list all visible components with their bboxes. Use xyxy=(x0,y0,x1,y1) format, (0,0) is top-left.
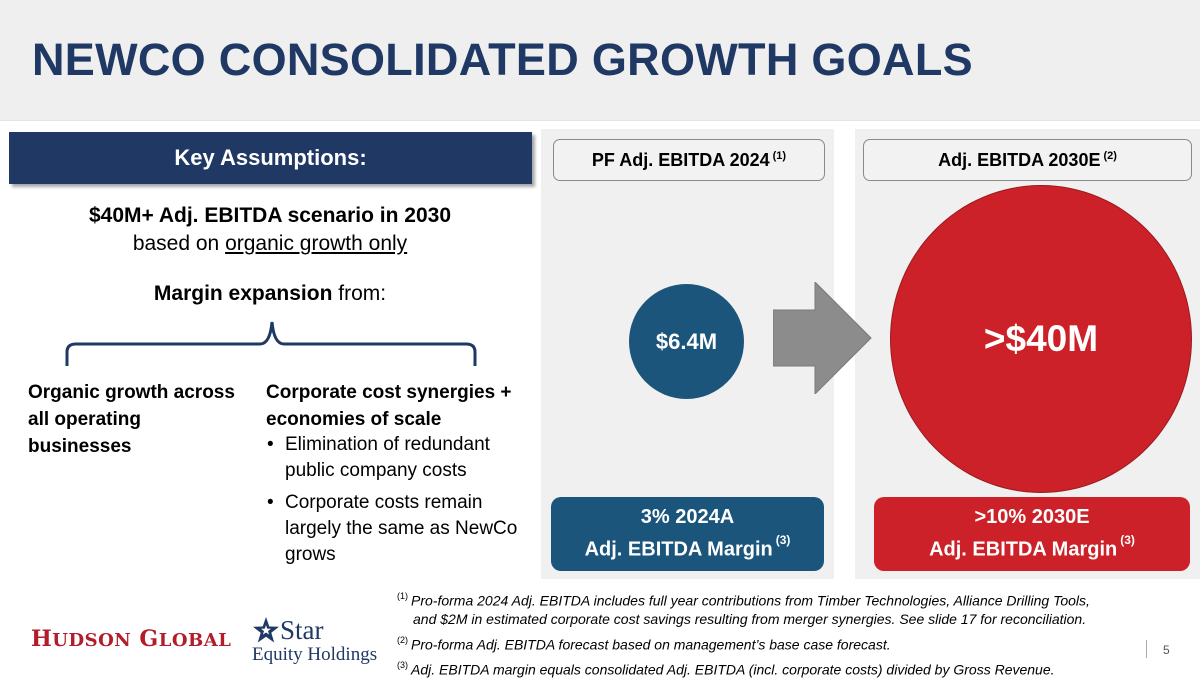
global-rest: LOBAL xyxy=(158,630,232,651)
bullet-icon: • xyxy=(267,434,274,455)
ebitda-2024-header: PF Adj. EBITDA 2024 (1) xyxy=(553,139,825,181)
right-arrow-icon xyxy=(773,282,872,394)
footnote-text: Adj. EBITDA margin equals consolidated A… xyxy=(411,661,1055,678)
equity-holdings-wordmark: Equity Holdings xyxy=(252,644,378,665)
ebitda-2030-circle: >$40M xyxy=(890,185,1192,493)
margin-2024-line2-wrap: Adj. EBITDA Margin (3) xyxy=(585,531,791,564)
ebitda-2024-header-label: PF Adj. EBITDA 2024 xyxy=(591,149,770,170)
ebitda-2030-header: Adj. EBITDA 2030E (2) xyxy=(863,139,1192,181)
scenario-basis-underlined: organic growth only xyxy=(225,232,408,255)
footnotes: (1) Pro-forma 2024 Adj. EBITDA includes f… xyxy=(397,588,1167,683)
scenario-headline: $40M+ Adj. EBITDA scenario in 2030 xyxy=(89,204,451,227)
star-wordmark: Star xyxy=(280,615,324,645)
hudson-initial: H xyxy=(31,626,53,652)
synergy-bullet-list: • Elimination of redundant public company… xyxy=(266,432,526,574)
margin-2024-line1: 3% 2024A xyxy=(640,506,735,529)
title-band: NEWCO CONSOLIDATED GROWTH GOALS xyxy=(0,0,1200,121)
margin-expansion-rest: from: xyxy=(332,282,387,305)
bullet-icon: • xyxy=(267,492,274,513)
ebitda-2030-value: >$40M xyxy=(983,318,1099,359)
margin-2030-box: >10% 2030E Adj. EBITDA Margin (3) xyxy=(874,497,1190,571)
margin-expansion-bold: Margin expansion xyxy=(153,282,333,305)
scenario-basis-prefix: based on xyxy=(132,232,226,255)
list-item: • Elimination of redundant public company… xyxy=(266,432,526,484)
margin-2030-line2: Adj. EBITDA Margin xyxy=(929,538,1118,561)
margin-2024-line2: Adj. EBITDA Margin xyxy=(584,538,773,561)
footnote-2: (2) Pro-forma Adj. EBITDA forecast based … xyxy=(397,632,1167,654)
scenario-basis: based on organic growth only xyxy=(0,232,540,256)
key-assumptions-header: Key Assumptions: xyxy=(9,132,532,184)
footnote-text: Pro-forma Adj. EBITDA forecast based on … xyxy=(411,636,891,653)
footnote-1: (1) Pro-forma 2024 Adj. EBITDA includes f… xyxy=(397,588,1167,628)
bullet-text: Corporate costs remain largely the same … xyxy=(285,492,518,565)
ebitda-2024-circle: $6.4M xyxy=(629,284,744,399)
footnote-marker: (3) xyxy=(397,660,408,671)
page-number: 5 xyxy=(1163,643,1170,657)
margin-2024-box: 3% 2024A Adj. EBITDA Margin (3) xyxy=(551,497,824,571)
margin-2030-line2-wrap: Adj. EBITDA Margin (3) xyxy=(929,531,1135,564)
ebitda-2024-value: $6.4M xyxy=(655,328,718,354)
global-initial: G xyxy=(139,626,159,652)
footnote-ref: (3) xyxy=(1120,533,1135,548)
footnote-ref: (1) xyxy=(772,150,787,162)
corporate-synergies-heading: Corporate cost synergies + economies of … xyxy=(266,382,512,430)
footnote-continuation: and $2M in estimated corporate cost savi… xyxy=(413,610,1087,627)
margin-2030-line1: >10% 2030E xyxy=(974,506,1090,529)
bullet-text: Elimination of redundant public company … xyxy=(285,434,490,481)
key-assumptions-label: Key Assumptions: xyxy=(174,145,367,170)
footnote-marker: (1) xyxy=(397,591,408,601)
page-divider xyxy=(1146,640,1147,658)
page-title: NEWCO CONSOLIDATED GROWTH GOALS xyxy=(32,34,973,85)
organic-growth-heading: Organic growth across all operating busi… xyxy=(28,382,235,457)
hudson-rest: UDSON xyxy=(52,630,132,651)
star-equity-holdings-logo: Star Equity Holdings xyxy=(252,615,392,665)
star-icon xyxy=(253,617,279,643)
footnote-ref: (2) xyxy=(1103,150,1117,162)
footnote-marker: (2) xyxy=(397,634,408,645)
curly-brace-icon xyxy=(65,321,477,366)
footnote-text: Pro-forma 2024 Adj. EBITDA includes full… xyxy=(411,592,1090,609)
footnote-3: (3) Adj. EBITDA margin equals consolidate… xyxy=(397,657,1167,679)
ebitda-2030-header-label: Adj. EBITDA 2030E xyxy=(938,149,1101,170)
margin-expansion-line: Margin expansion from: xyxy=(0,282,540,306)
footnote-ref: (3) xyxy=(775,533,791,548)
hudson-global-logo: HUDSON GLOBAL xyxy=(31,626,231,652)
list-item: • Corporate costs remain largely the same… xyxy=(266,490,526,568)
